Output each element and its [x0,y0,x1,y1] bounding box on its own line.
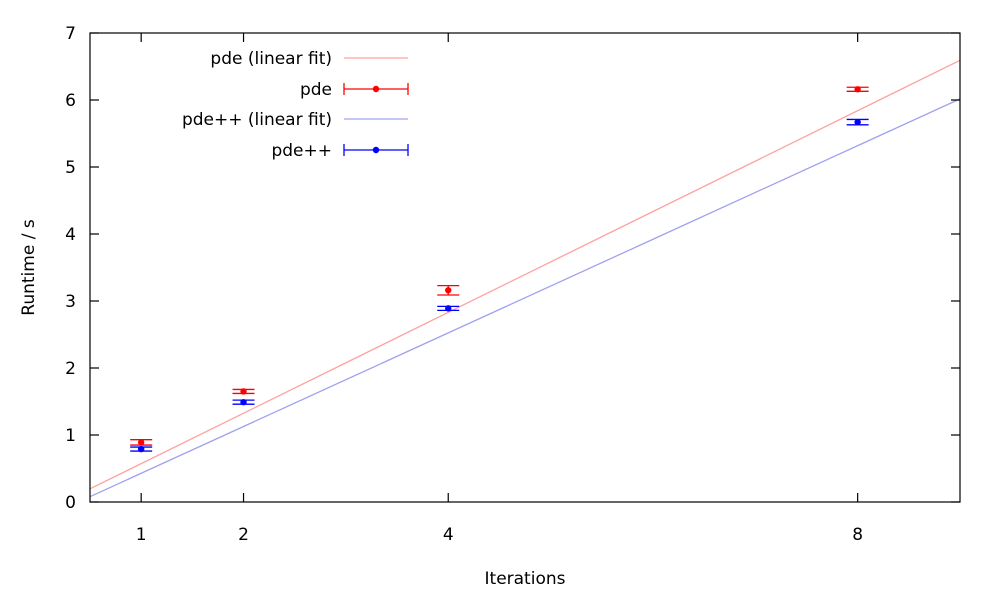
legend-label: pde++ (linear fit) [182,110,332,130]
x-axis: 1 2 4 8 [136,33,863,545]
legend-entry-pde-fit: pde (linear fit) [210,49,408,69]
point-marker [854,86,861,93]
data-point [232,398,255,406]
data-point [232,388,255,395]
point-marker [240,398,247,406]
x-tick-label: 8 [852,525,863,545]
data-points [130,86,869,453]
y-axis-title: Runtime / s [19,219,39,316]
data-point [130,445,153,453]
legend-label: pde++ [271,141,332,161]
legend-label: pde [300,80,332,100]
legend-entry-pdepp-fit: pde++ (linear fit) [182,110,408,130]
y-tick-label: 3 [65,292,76,312]
plot-frame [89,32,961,503]
data-point [437,305,460,312]
x-axis-title: Iterations [485,569,566,589]
y-tick-label: 6 [65,91,76,111]
legend-entry-pde: pde [300,80,409,100]
fit-line [89,59,961,490]
data-point [130,439,153,446]
legend-label: pde (linear fit) [210,49,332,69]
x-tick-label: 1 [136,525,147,545]
fit-lines [89,59,961,498]
point-marker [445,287,452,294]
legend: pde (linear fit) pde pde++ (linear fit) … [182,49,409,161]
legend-swatch-errorbar [343,83,409,95]
y-tick-label: 4 [65,225,76,245]
data-point [437,284,460,296]
fit-line [89,98,961,498]
x-tick-label: 4 [443,525,454,545]
y-tick-label: 7 [65,24,76,44]
y-axis: 0 1 2 3 4 5 6 7 [65,24,960,513]
point-marker [445,305,452,312]
y-tick-label: 0 [65,493,76,513]
data-point [846,86,869,93]
point-marker [137,439,145,446]
y-tick-label: 1 [65,426,76,446]
legend-marker [372,85,380,93]
x-tick-label: 2 [238,525,249,545]
y-tick-label: 5 [65,158,76,178]
point-marker [854,118,861,126]
legend-entry-pdepp: pde++ [271,141,409,161]
legend-swatch-errorbar [343,144,409,156]
point-marker [137,445,145,453]
y-tick-label: 2 [65,359,76,379]
point-marker [240,388,247,395]
legend-marker [372,146,380,154]
data-point [846,118,869,126]
